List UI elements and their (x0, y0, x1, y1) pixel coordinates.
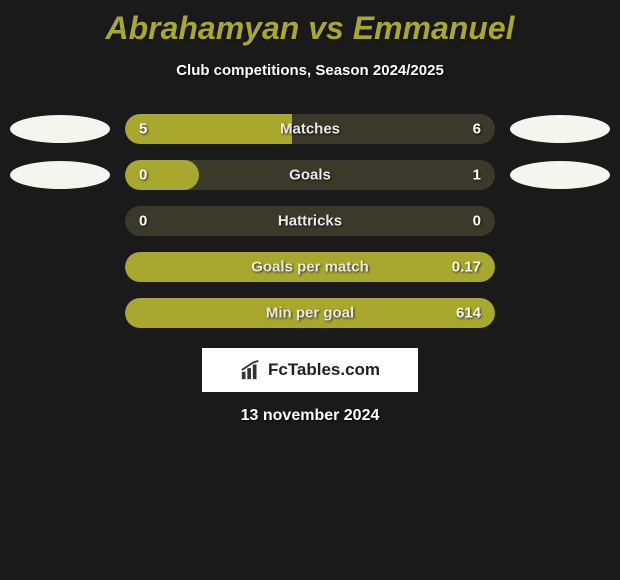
bar-fill (125, 160, 199, 190)
subtitle: Club competitions, Season 2024/2025 (0, 62, 620, 79)
stat-value-left: 0 (139, 167, 147, 184)
stat-row-mpg: Min per goal 614 (10, 298, 610, 328)
stat-row-matches: 5 Matches 6 (10, 114, 610, 144)
bar-container: 5 Matches 6 (125, 114, 495, 144)
stat-label: Goals (289, 167, 331, 184)
logo-box: FcTables.com (202, 348, 418, 392)
bar-container: Goals per match 0.17 (125, 252, 495, 282)
left-ellipse-empty (10, 253, 110, 281)
stat-value-right: 614 (456, 305, 481, 322)
bar-fill-left (125, 114, 292, 144)
stat-value-right: 1 (473, 167, 481, 184)
chart-icon (240, 359, 262, 381)
stat-value-left: 0 (139, 213, 147, 230)
stat-label: Goals per match (251, 259, 369, 276)
stat-value-left: 5 (139, 121, 147, 138)
left-ellipse (10, 115, 110, 143)
page-title: Abrahamyan vs Emmanuel (0, 10, 620, 47)
stat-row-hattricks: 0 Hattricks 0 (10, 206, 610, 236)
right-ellipse (510, 115, 610, 143)
stat-label: Min per goal (266, 305, 354, 322)
left-ellipse-empty (10, 207, 110, 235)
stat-label: Hattricks (278, 213, 342, 230)
right-ellipse (510, 161, 610, 189)
stat-value-right: 6 (473, 121, 481, 138)
date-text: 13 november 2024 (0, 407, 620, 425)
comparison-infographic: Abrahamyan vs Emmanuel Club competitions… (0, 0, 620, 425)
left-ellipse (10, 161, 110, 189)
stat-value-right: 0.17 (452, 259, 481, 276)
bar-container: Min per goal 614 (125, 298, 495, 328)
stat-row-goals: 0 Goals 1 (10, 160, 610, 190)
logo-text: FcTables.com (268, 360, 380, 380)
right-ellipse-empty (510, 253, 610, 281)
left-ellipse-empty (10, 299, 110, 327)
right-ellipse-empty (510, 207, 610, 235)
stat-label: Matches (280, 121, 340, 138)
right-ellipse-empty (510, 299, 610, 327)
chart-area: 5 Matches 6 0 Goals 1 0 Hattricks 0 (0, 114, 620, 328)
bar-container: 0 Hattricks 0 (125, 206, 495, 236)
stat-value-right: 0 (473, 213, 481, 230)
bar-container: 0 Goals 1 (125, 160, 495, 190)
stat-row-gpm: Goals per match 0.17 (10, 252, 610, 282)
